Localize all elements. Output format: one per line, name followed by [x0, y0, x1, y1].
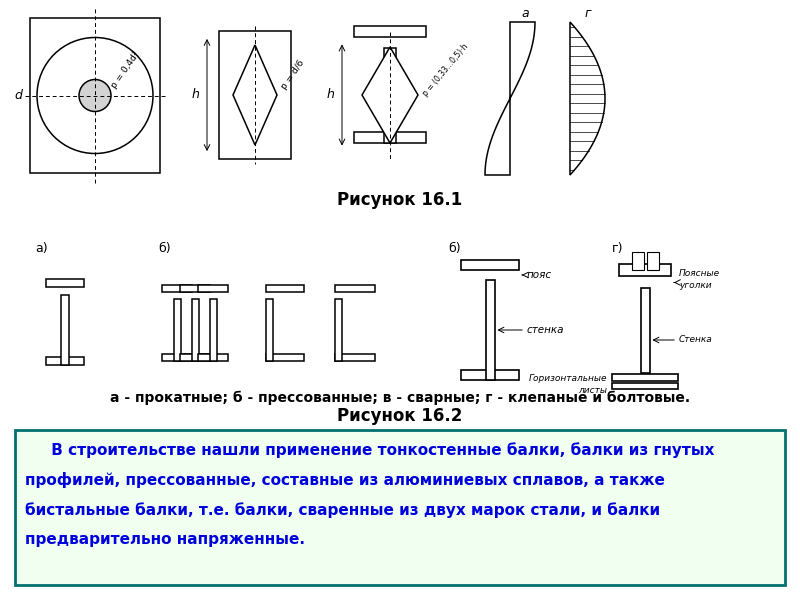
- Bar: [61, 295, 69, 365]
- Bar: [198, 285, 228, 292]
- Text: предварительно напряженные.: предварительно напряженные.: [25, 532, 305, 547]
- Bar: [180, 285, 210, 292]
- Text: г): г): [612, 242, 624, 255]
- Text: h: h: [191, 88, 199, 101]
- Text: г: г: [585, 7, 591, 20]
- Bar: [162, 285, 192, 292]
- Text: Стенка: Стенка: [679, 335, 713, 344]
- Bar: [612, 373, 678, 380]
- Text: а): а): [36, 242, 48, 255]
- Text: б): б): [449, 242, 462, 255]
- Text: бистальные балки, т.е. балки, сваренные из двух марок стали, и балки: бистальные балки, т.е. балки, сваренные …: [25, 502, 660, 518]
- Bar: [46, 357, 84, 365]
- Bar: [210, 299, 217, 361]
- Text: стенка: стенка: [527, 325, 565, 335]
- Bar: [219, 31, 291, 159]
- Bar: [30, 18, 160, 173]
- Text: Поясные
уголки: Поясные уголки: [679, 269, 720, 290]
- Bar: [354, 25, 426, 37]
- Bar: [162, 354, 192, 361]
- Text: б): б): [158, 242, 171, 255]
- Polygon shape: [570, 22, 605, 175]
- Text: Горизонтальные
листы: Горизонтальные листы: [529, 374, 607, 395]
- Text: р = 0,4d²: р = 0,4d²: [110, 50, 142, 91]
- Bar: [15, 430, 785, 585]
- Bar: [631, 251, 643, 269]
- Bar: [384, 47, 396, 142]
- Bar: [46, 279, 84, 287]
- Text: пояс: пояс: [527, 270, 552, 280]
- Text: d: d: [14, 89, 22, 102]
- Bar: [646, 251, 658, 269]
- Text: р = (0,33...0,5)·h: р = (0,33...0,5)·h: [421, 42, 470, 98]
- Text: а: а: [521, 7, 529, 20]
- Bar: [335, 354, 375, 361]
- Bar: [335, 299, 342, 361]
- Bar: [354, 131, 426, 142]
- Polygon shape: [485, 22, 535, 175]
- Bar: [461, 260, 519, 270]
- Bar: [461, 370, 519, 380]
- Text: В строительстве нашли применение тонкостенные балки, балки из гнутых: В строительстве нашли применение тонкост…: [25, 442, 714, 458]
- Bar: [612, 383, 678, 389]
- Text: р = d/6: р = d/6: [280, 59, 306, 91]
- Bar: [266, 354, 304, 361]
- Text: Рисунок 16.2: Рисунок 16.2: [338, 407, 462, 425]
- Bar: [486, 280, 494, 380]
- Polygon shape: [233, 45, 277, 145]
- Circle shape: [79, 79, 111, 112]
- Bar: [180, 354, 210, 361]
- Bar: [266, 299, 273, 361]
- Bar: [198, 354, 228, 361]
- Text: Рисунок 16.1: Рисунок 16.1: [338, 191, 462, 209]
- Bar: [619, 263, 671, 275]
- Circle shape: [37, 37, 153, 154]
- Bar: [191, 299, 198, 361]
- Bar: [335, 285, 375, 292]
- Text: профилей, прессованные, составные из алюминиевых сплавов, а также: профилей, прессованные, составные из алю…: [25, 472, 665, 488]
- Polygon shape: [362, 47, 418, 143]
- Bar: [641, 287, 650, 373]
- Bar: [174, 299, 181, 361]
- Text: h: h: [326, 88, 334, 101]
- Bar: [266, 285, 304, 292]
- Text: а - прокатные; б - прессованные; в - сварные; г - клепаные и болтовые.: а - прокатные; б - прессованные; в - сва…: [110, 391, 690, 405]
